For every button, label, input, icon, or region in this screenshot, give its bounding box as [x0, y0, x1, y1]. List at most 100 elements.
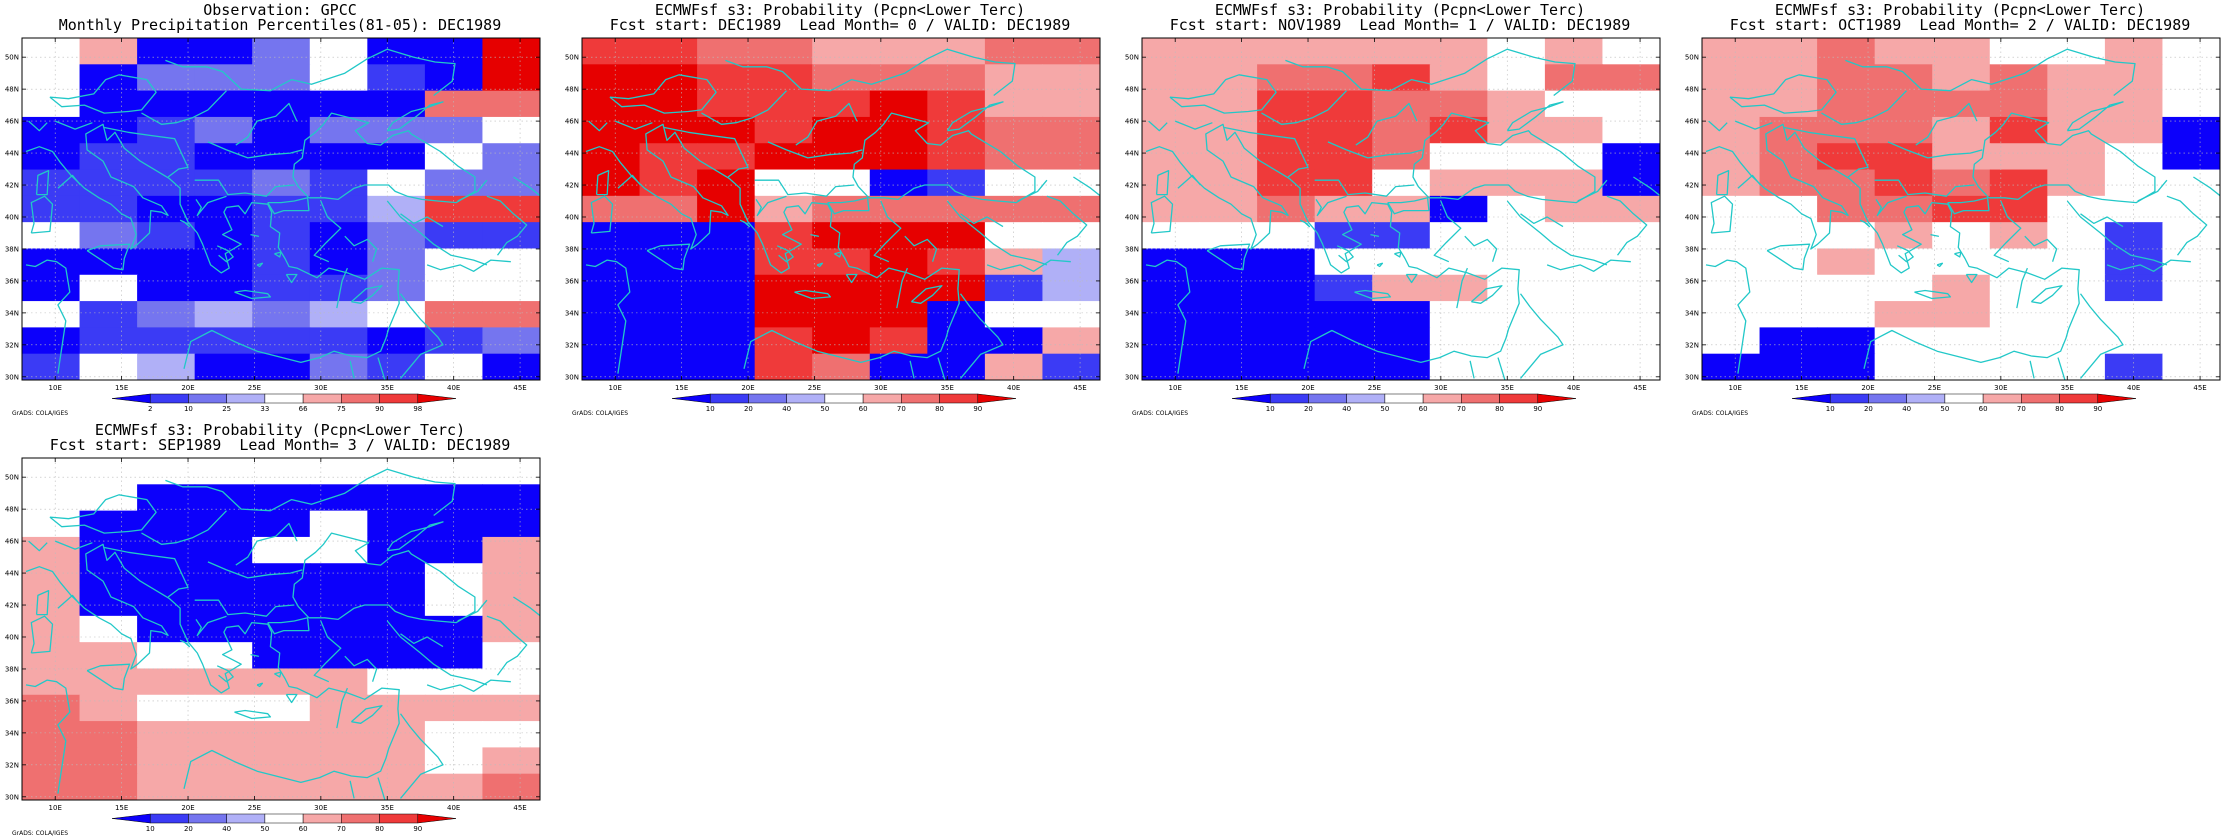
- grid-cell: [367, 143, 426, 171]
- grid-cell: [1042, 274, 1100, 302]
- lon-label: 10E: [1729, 384, 1742, 392]
- grid-cell: [1544, 195, 1604, 223]
- colorbar-swatch: [1537, 393, 1577, 404]
- grid-cell: [367, 116, 426, 144]
- coastline: [25, 259, 71, 374]
- grid-cell: [137, 143, 196, 171]
- grid-cell: [1042, 169, 1100, 197]
- grid-cell: [309, 510, 368, 538]
- grid-cell: [22, 721, 81, 748]
- grid-cell: [582, 38, 641, 65]
- colorbar-label: 70: [897, 405, 906, 413]
- grid-cell: [252, 484, 311, 512]
- grid-cell: [869, 143, 928, 171]
- grid-cell: [754, 38, 813, 65]
- lat-label: 34N: [1125, 309, 1139, 317]
- grid-cell: [2162, 90, 2220, 118]
- grid-cell: [1142, 169, 1201, 197]
- grid-cell: [194, 458, 253, 485]
- colorbar-swatch: [379, 813, 419, 824]
- grid-cell: [194, 274, 253, 302]
- grid-cell: [1602, 90, 1660, 118]
- coastline: [141, 90, 227, 125]
- coastline: [165, 48, 456, 97]
- grid-cell: [754, 64, 813, 92]
- grid-cell: [1142, 38, 1201, 65]
- grid-cell: [1042, 195, 1100, 223]
- grid-cell: [367, 510, 426, 538]
- coastline: [350, 705, 383, 724]
- grid-cell: [1989, 327, 2048, 355]
- coastline: [426, 259, 511, 272]
- grid-cell: [137, 563, 196, 591]
- grid-cell: [424, 642, 484, 670]
- grid-cell: [482, 301, 540, 328]
- grid-cell: [252, 589, 311, 617]
- coastline: [35, 169, 50, 196]
- coastline: [104, 126, 189, 178]
- grid-cell: [1989, 143, 2048, 171]
- grid-cell: [252, 301, 311, 328]
- coastline: [274, 251, 282, 258]
- coastline: [1174, 120, 1213, 130]
- grid-cell: [1372, 64, 1431, 92]
- colorbar-swatch: [1868, 393, 1907, 404]
- grid-cell: [1702, 90, 1761, 118]
- grid-cell: [2162, 116, 2220, 144]
- grid-cell: [1989, 38, 2048, 65]
- grid-cell: [137, 721, 196, 748]
- grid-cell: [252, 116, 311, 144]
- grid-cell: [137, 615, 196, 643]
- grid-cell: [927, 90, 986, 118]
- coastline: [1314, 179, 1415, 197]
- coastline: [794, 289, 832, 300]
- grid-cell: [1042, 248, 1100, 276]
- grid-cell: [697, 248, 756, 276]
- coastline: [539, 148, 540, 150]
- lon-label: 25E: [248, 384, 261, 392]
- lat-label: 38N: [565, 245, 579, 253]
- grid-cell: [1199, 195, 1258, 223]
- lon-label: 20E: [1301, 384, 1314, 392]
- coastline: [1169, 74, 1277, 114]
- grid-cell: [1142, 143, 1201, 171]
- coastline: [1155, 169, 1170, 196]
- grid-cell: [194, 64, 253, 92]
- grid-cell: [137, 668, 196, 696]
- grid-cell: [137, 64, 196, 92]
- grid-cell: [309, 169, 368, 197]
- coastline: [49, 494, 157, 534]
- grid-cell: [309, 615, 368, 643]
- grid-cell: [367, 615, 426, 643]
- coastline: [1715, 169, 1730, 196]
- lat-label: 44N: [5, 570, 19, 578]
- grid-cell: [1544, 301, 1604, 328]
- grid-cell: [2104, 301, 2164, 328]
- grid-cell: [1142, 327, 1201, 355]
- grid-cell: [1932, 301, 1991, 328]
- grid-cell: [1314, 353, 1373, 380]
- lat-label: 40N: [565, 213, 579, 221]
- grid-cell: [1372, 38, 1431, 65]
- grads-credit: GrADS: COLA/IGES: [1132, 410, 1189, 417]
- coastline: [1664, 378, 1680, 384]
- grid-cell: [79, 458, 138, 485]
- coastline: [104, 546, 189, 598]
- coastline: [234, 709, 272, 720]
- colorbar-label: 25: [222, 405, 231, 413]
- coastline: [904, 235, 938, 262]
- coastline: [909, 360, 915, 379]
- lat-label: 30N: [5, 373, 19, 381]
- grid-cell: [927, 64, 986, 92]
- grid-cell: [1602, 195, 1660, 223]
- grid-cell: [22, 484, 81, 512]
- grid-cell: [1142, 222, 1201, 250]
- grid-cell: [1042, 353, 1100, 380]
- coastline: [1729, 74, 1837, 114]
- coastline: [2219, 148, 2220, 150]
- lat-label: 36N: [5, 277, 19, 285]
- lat-label: 50N: [1685, 54, 1699, 62]
- coastline: [544, 798, 560, 804]
- grid-cell: [252, 458, 311, 485]
- grid-cell: [252, 747, 311, 775]
